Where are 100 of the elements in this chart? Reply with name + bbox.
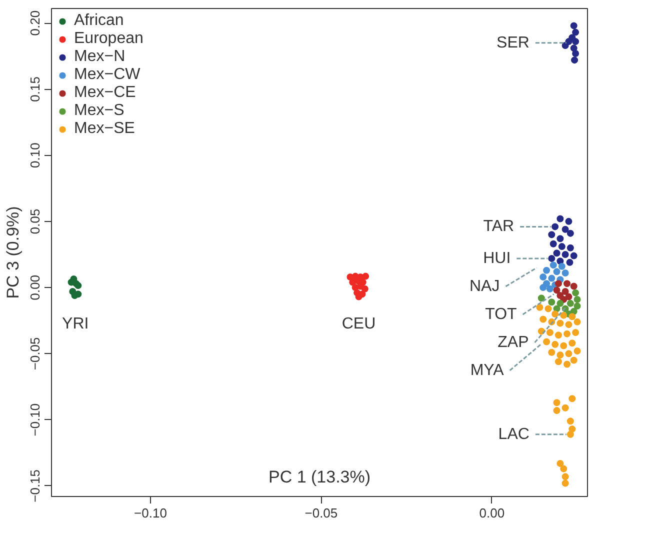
- point: [572, 329, 580, 336]
- point: [562, 270, 569, 276]
- point: [574, 296, 581, 303]
- legend-label: European: [74, 30, 144, 48]
- point: [550, 262, 557, 269]
- annotation: SER: [496, 34, 530, 52]
- point: [562, 404, 569, 412]
- point: [558, 262, 566, 270]
- point: [548, 274, 556, 282]
- point: [566, 258, 574, 266]
- point: [566, 244, 574, 252]
- annotation: TAR: [483, 218, 514, 236]
- y-tick-label: −0.05: [28, 337, 42, 370]
- point: [562, 288, 569, 296]
- point: [568, 313, 576, 320]
- annotation: CEU: [342, 316, 376, 333]
- legend-label: Mex−SE: [74, 120, 135, 138]
- legend-label: Mex−CW: [74, 66, 140, 84]
- point: [536, 304, 544, 311]
- point: [570, 252, 578, 260]
- y-tick-label: 0.20: [28, 10, 42, 36]
- point: [550, 240, 557, 248]
- annotation: MYA: [470, 362, 504, 379]
- x-tick-label: −0.05: [304, 506, 338, 520]
- point: [572, 38, 580, 46]
- point: [570, 22, 578, 30]
- point: [69, 288, 76, 296]
- point: [552, 223, 559, 230]
- point: [556, 300, 564, 307]
- point: [560, 342, 568, 350]
- point: [564, 360, 571, 368]
- point: [556, 235, 564, 242]
- point: [566, 300, 574, 307]
- point: [560, 312, 568, 319]
- x-axis-title: PC 1 (13.3%): [268, 468, 371, 486]
- point: [574, 348, 581, 355]
- point: [568, 340, 576, 347]
- point: [553, 407, 560, 414]
- point: [546, 329, 554, 336]
- y-axis-title: PC 3 (0.9%): [4, 206, 22, 299]
- point: [565, 293, 572, 300]
- point: [570, 282, 578, 290]
- annotation: NAJ: [470, 278, 500, 295]
- annotation: ZAP: [498, 334, 529, 351]
- point: [553, 399, 560, 406]
- legend-label: Mex−CE: [74, 84, 136, 102]
- point: [565, 321, 572, 328]
- annotation: LAC: [498, 426, 530, 443]
- point: [562, 473, 569, 480]
- point: [362, 272, 370, 280]
- point: [552, 310, 559, 318]
- point: [554, 332, 562, 339]
- point: [572, 50, 580, 57]
- point: [556, 352, 564, 358]
- point: [560, 465, 568, 472]
- point: [548, 298, 556, 306]
- point: [554, 280, 562, 288]
- point: [574, 302, 581, 310]
- point: [565, 350, 572, 358]
- point: [540, 273, 547, 280]
- point: [554, 358, 562, 366]
- point: [562, 42, 569, 50]
- y-tick-label: 0.00: [28, 274, 42, 300]
- point: [540, 316, 547, 323]
- point: [540, 284, 547, 292]
- point: [548, 254, 556, 262]
- point: [553, 286, 560, 294]
- x-tick-label: 0.00: [479, 506, 505, 520]
- annotation: YRI: [62, 316, 89, 333]
- point: [543, 266, 550, 274]
- point: [538, 294, 545, 302]
- point: [556, 460, 564, 467]
- point: [568, 426, 576, 433]
- point: [543, 338, 550, 346]
- point: [566, 418, 574, 425]
- point: [572, 28, 580, 36]
- y-tick-label: 0.05: [28, 208, 42, 234]
- point: [571, 56, 578, 64]
- point: [562, 250, 569, 258]
- point: [566, 230, 574, 237]
- point: [553, 268, 560, 276]
- point: [564, 330, 571, 338]
- point: [556, 215, 564, 222]
- point: [562, 480, 569, 487]
- point: [548, 348, 556, 356]
- y-tick-label: −0.15: [28, 469, 42, 502]
- y-tick-label: −0.10: [28, 403, 42, 436]
- point: [361, 285, 368, 292]
- point: [546, 285, 554, 292]
- x-tick-label: −0.10: [134, 506, 167, 520]
- point: [566, 430, 574, 438]
- legend-label: Mex−S: [74, 102, 124, 120]
- annotation: HUI: [483, 250, 511, 267]
- point: [568, 395, 576, 402]
- annotation: TOT: [485, 306, 518, 323]
- point: [553, 250, 560, 257]
- y-tick-label: 0.15: [28, 76, 42, 102]
- point: [564, 280, 571, 288]
- point: [572, 289, 580, 296]
- legend-label: Mex−N: [74, 48, 126, 66]
